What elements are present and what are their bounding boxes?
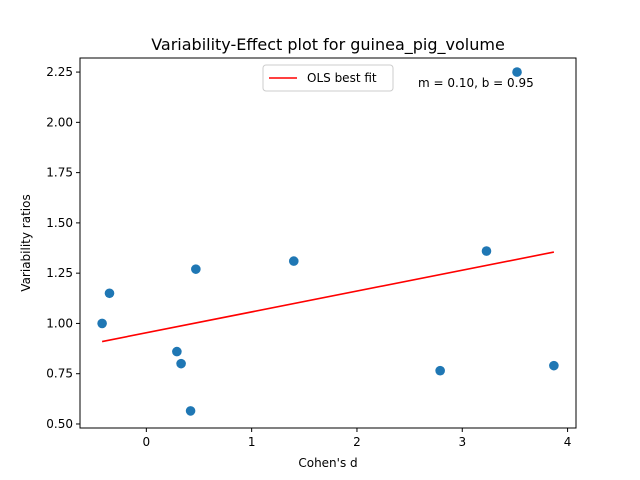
data-point (435, 365, 445, 376)
y-tick-label: 2.00 (46, 115, 73, 129)
x-tick-label: 0 (143, 435, 151, 449)
y-tick-label: 1.75 (46, 166, 73, 180)
x-tick-label: 3 (458, 435, 466, 449)
x-tick-label: 1 (248, 435, 256, 449)
data-point (512, 67, 522, 77)
y-axis-label: Variability ratios (19, 194, 33, 291)
chart-title: Variability-Effect plot for guinea_pig_v… (151, 35, 505, 55)
axes: 0 1 2 3 4 0.50 0.75 1.00 1.25 1.50 1.75 2.00 2.25 (46, 57, 577, 449)
data-point (549, 360, 559, 371)
fit-annotation: m = 0.10, b = 0.95 (418, 76, 534, 90)
data-point (185, 406, 196, 416)
plot-area (97, 67, 559, 416)
y-tick-label: 0.50 (46, 417, 73, 431)
ols-fit-line (101, 251, 555, 343)
data-point (104, 288, 115, 299)
legend-box (262, 64, 394, 92)
data-point (176, 358, 186, 369)
data-point (97, 318, 107, 329)
data-point (172, 346, 182, 357)
data-point (191, 264, 201, 274)
y-tick-label: 2.25 (46, 65, 73, 79)
x-axis-label: Cohen's d (298, 456, 357, 470)
y-tick-label: 1.00 (46, 316, 73, 330)
y-tick-label: 1.50 (46, 216, 73, 230)
data-point (288, 256, 299, 266)
x-tick-label: 4 (564, 435, 572, 449)
legend: OLS best fit (262, 64, 394, 92)
y-tick-label: 1.25 (46, 266, 73, 280)
axes-frame (79, 57, 577, 429)
y-tick-label: 0.75 (46, 367, 73, 381)
data-point (481, 246, 492, 256)
legend-fit-line-label: OLS best fit (307, 71, 377, 85)
x-tick-label: 2 (353, 435, 361, 449)
